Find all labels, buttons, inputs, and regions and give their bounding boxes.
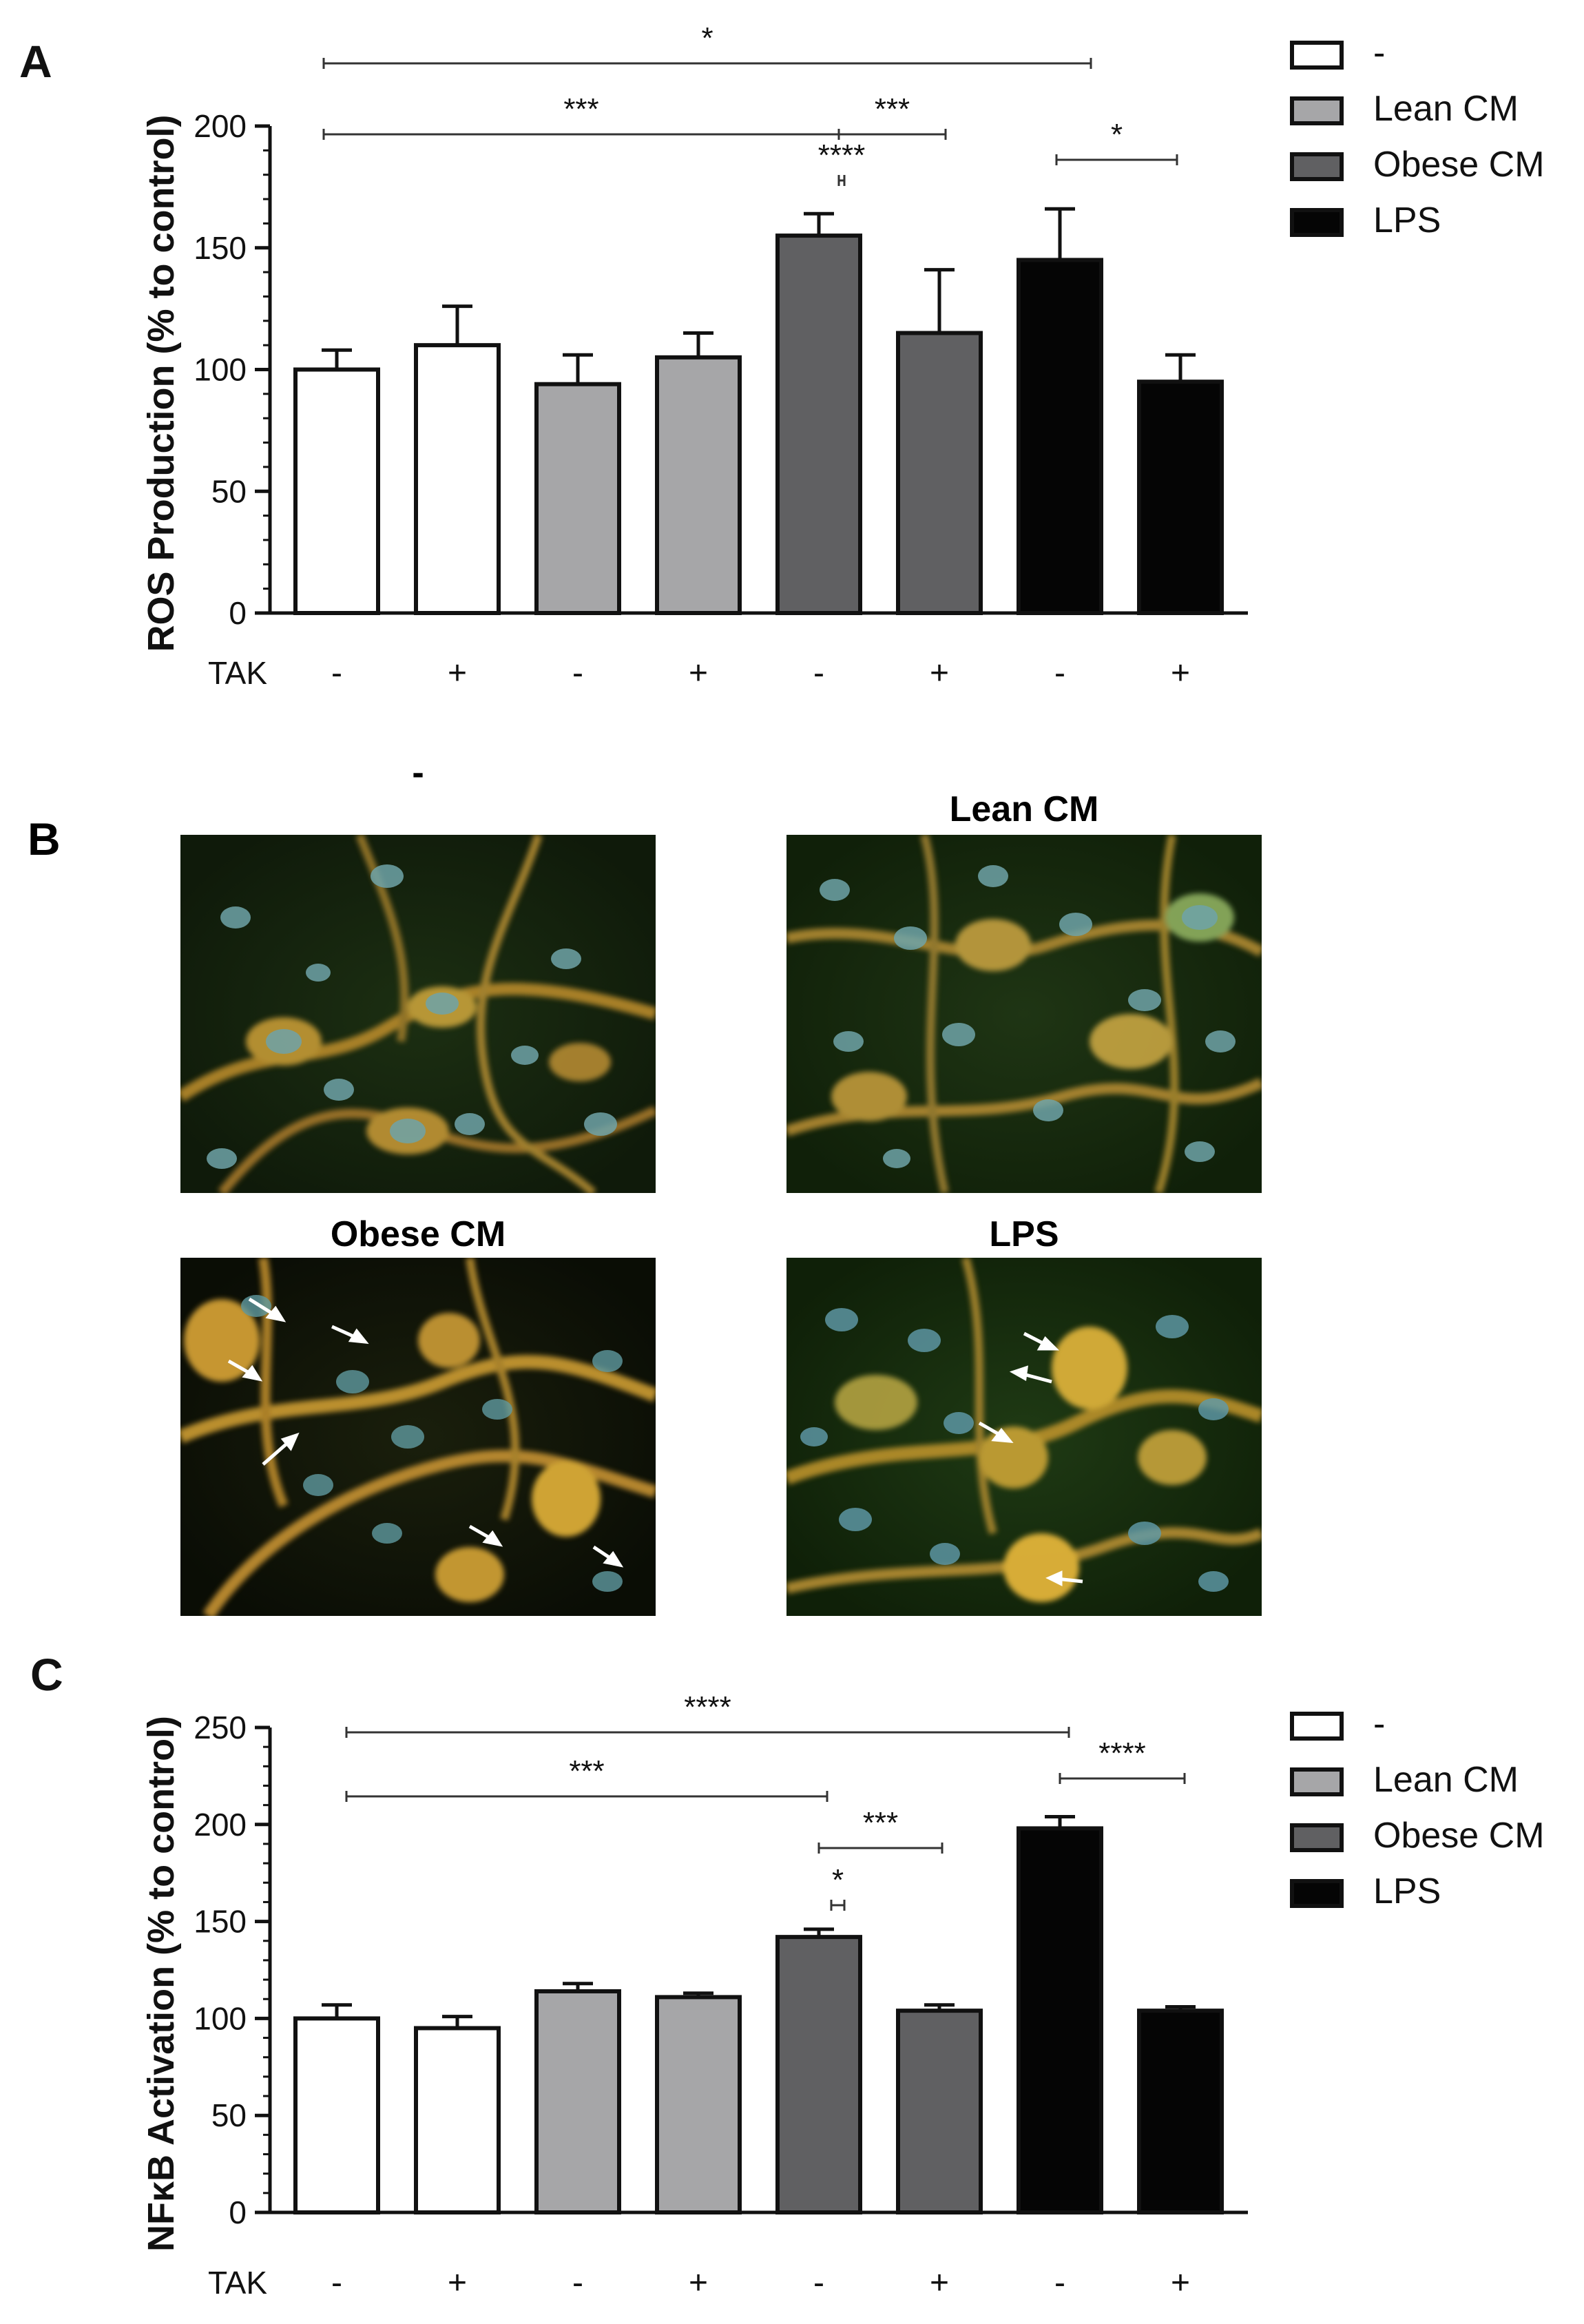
bar [534, 1989, 621, 2214]
y-tick-label: 100 [194, 352, 247, 388]
legend-swatch [1290, 1879, 1344, 1908]
y-tick-label: 0 [229, 595, 247, 631]
y-tick-label: 200 [194, 1807, 247, 1843]
bar [414, 2026, 501, 2214]
significance-label: * [701, 21, 713, 55]
treatment-sign: - [1054, 655, 1065, 689]
treatment-sign: - [572, 2265, 583, 2301]
treatment-sign: + [1171, 2265, 1190, 2301]
panel-letter-b: B [28, 813, 61, 864]
y-tick-label: 50 [211, 2097, 247, 2133]
panel-b: B - Lean CM Obese CM LPS [0, 753, 1584, 1653]
legend-label: Lean CM [1373, 89, 1519, 129]
legend-label: Obese CM [1373, 145, 1545, 185]
y-axis-label: ROS Production (% to control) [140, 115, 182, 652]
treatment-sign: + [448, 655, 467, 689]
legend-label: - [1373, 1704, 1385, 1744]
significance-label: *** [569, 1754, 604, 1788]
y-axis-label: NFκB Activation (% to control) [140, 1716, 182, 2252]
bar [414, 343, 501, 615]
bar [1017, 258, 1103, 615]
panel-c: C 0 50 100 150 200 250 NFκB Activation (% to co… [0, 1605, 1584, 2324]
significance-label: *** [563, 92, 598, 126]
panel-letter: C [30, 1649, 63, 1700]
legend-swatch [1290, 1823, 1344, 1852]
micrograph-title-lean-cm: Lean CM [949, 789, 1099, 829]
treatment-sign: - [1054, 2265, 1065, 2301]
treatment-sign: + [930, 655, 949, 689]
significance-label: **** [818, 138, 866, 172]
treatment-sign: - [813, 655, 824, 689]
y-tick-label: 250 [194, 1710, 247, 1745]
bar [896, 331, 983, 615]
legend-label: LPS [1373, 1871, 1441, 1911]
micrograph-title-obese-cm: Obese CM [330, 1214, 506, 1254]
micrograph-lps [786, 1258, 1262, 1616]
legend-swatch [1290, 152, 1344, 181]
bar [293, 367, 380, 615]
treatment-sign: - [572, 655, 583, 689]
y-tick-label: 150 [194, 1904, 247, 1940]
significance-label: **** [1098, 1736, 1146, 1770]
legend-label: LPS [1373, 200, 1441, 240]
bar [293, 2016, 380, 2215]
treatment-sign: + [689, 655, 708, 689]
y-tick-label: 50 [211, 473, 247, 509]
treatment-sign: + [930, 2265, 949, 2301]
treatment-sign: + [1171, 655, 1190, 689]
legend-label: Lean CM [1373, 1760, 1519, 1800]
micrograph-lean-cm [786, 835, 1262, 1193]
y-tick-label: 200 [194, 108, 247, 144]
significance-label: *** [875, 92, 910, 126]
legend-swatch [1290, 208, 1344, 237]
treatment-sign: - [813, 2265, 824, 2301]
micrograph-title-control: - [412, 753, 424, 793]
y-tick-label: 150 [194, 230, 247, 266]
panel-a: A 0 50 100 150 200 ROS Production (% to contro… [0, 0, 1584, 689]
micrograph-obese-cm [180, 1258, 656, 1616]
treatment-sign: + [448, 2265, 467, 2301]
significance-label: * [1111, 118, 1123, 152]
nfkb-activation-chart: C 0 50 100 150 200 250 NFκB Activation (% to co… [30, 1649, 1545, 2301]
legend-swatch [1290, 1712, 1344, 1741]
micrograph-title-lps: LPS [989, 1214, 1059, 1254]
treatment-sign: - [331, 655, 342, 689]
bar [534, 382, 621, 616]
ros-production-chart: A 0 50 100 150 200 ROS Production (% to contro… [19, 21, 1545, 689]
bar [1137, 2009, 1224, 2214]
legend-label: Obese CM [1373, 1816, 1545, 1856]
treatment-label: TAK [208, 655, 267, 689]
micrograph-control [180, 835, 656, 1193]
significance-label: *** [863, 1806, 898, 1840]
treatment-sign: + [689, 2265, 708, 2301]
bar [1137, 380, 1224, 615]
y-tick-label: 100 [194, 2000, 247, 2036]
bar [655, 355, 742, 615]
legend-swatch [1290, 41, 1344, 70]
treatment-label: TAK [208, 2265, 267, 2301]
legend-label: - [1373, 33, 1385, 73]
significance-label: * [832, 1863, 844, 1897]
treatment-sign: - [331, 2265, 342, 2301]
y-tick-label: 0 [229, 2195, 247, 2230]
bar [775, 234, 862, 615]
bar [655, 1995, 742, 2214]
legend-swatch [1290, 96, 1344, 125]
significance-label: **** [684, 1690, 731, 1724]
bar [896, 2009, 983, 2214]
bar [775, 1935, 862, 2214]
legend-swatch [1290, 1767, 1344, 1796]
panel-letter: A [19, 36, 52, 87]
bar [1017, 1826, 1103, 2214]
